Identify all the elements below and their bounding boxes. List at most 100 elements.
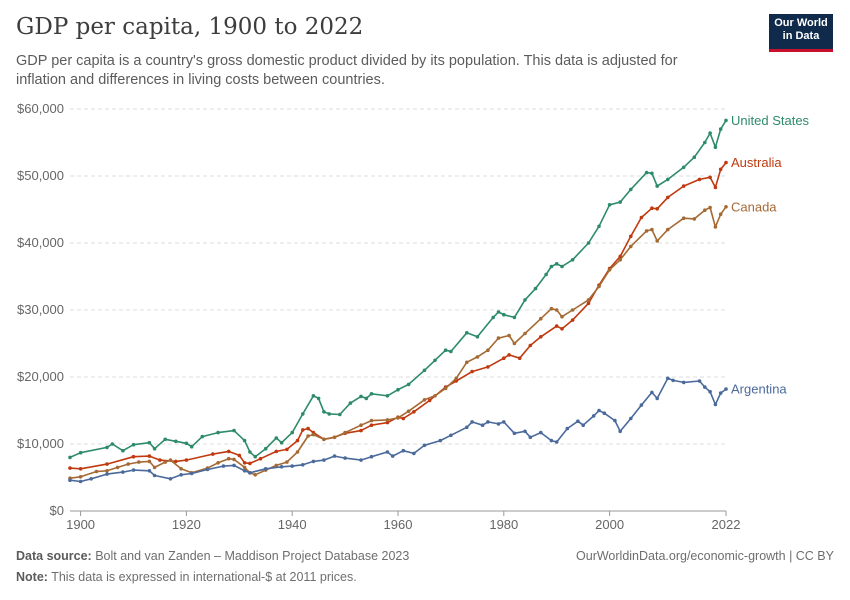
data-point-united-states: [174, 439, 178, 444]
data-point-australia: [306, 426, 310, 431]
note-label: Note:: [16, 570, 48, 584]
data-point-canada: [422, 398, 427, 402]
data-point-argentina: [78, 479, 83, 484]
data-point-canada: [179, 467, 183, 471]
data-point-australia: [412, 410, 416, 414]
data-point-canada: [465, 360, 469, 365]
data-point-canada: [137, 460, 141, 464]
data-point-united-states: [544, 272, 548, 277]
data-point-united-states: [560, 264, 564, 269]
data-point-united-states: [713, 145, 718, 149]
data-point-argentina: [539, 430, 543, 435]
data-point-united-states: [369, 392, 374, 396]
data-point-argentina: [502, 420, 506, 424]
data-point-australia: [158, 458, 162, 462]
data-point-united-states: [433, 358, 437, 363]
data-point-canada: [94, 469, 99, 474]
data-point-argentina: [449, 433, 453, 438]
data-point-united-states: [703, 140, 707, 145]
data-point-canada: [274, 463, 279, 468]
data-point-argentina: [528, 435, 533, 440]
source-note: Data source: Bolt and van Zanden – Maddi…: [16, 549, 409, 563]
data-point-united-states: [443, 348, 448, 353]
data-point-australia: [586, 301, 591, 306]
source-text[interactable]: Bolt and van Zanden – Maddison Project D…: [95, 549, 410, 563]
data-point-canada: [232, 457, 236, 462]
data-point-united-states: [338, 412, 342, 417]
data-point-united-states: [708, 131, 712, 135]
data-point-argentina: [290, 464, 295, 468]
data-point-canada: [692, 217, 697, 221]
data-point-canada: [322, 437, 326, 442]
data-point-argentina: [332, 454, 337, 458]
data-point-australia: [724, 160, 728, 165]
data-point-canada: [650, 227, 654, 232]
data-point-argentina: [713, 402, 718, 407]
data-point-argentina: [597, 408, 601, 413]
data-point-australia: [718, 167, 723, 172]
note-text: This data is expressed in international-…: [51, 570, 357, 584]
data-point-united-states: [496, 310, 501, 314]
data-point-australia: [528, 343, 533, 348]
data-point-argentina: [554, 440, 559, 444]
data-point-argentina: [671, 378, 675, 383]
x-tick-label: 1900: [66, 517, 95, 532]
x-tick-label: 1980: [489, 517, 518, 532]
data-point-argentina: [655, 396, 659, 401]
data-point-canada: [703, 208, 707, 212]
data-point-argentina: [68, 478, 72, 483]
data-point-australia: [681, 184, 686, 188]
data-point-australia: [285, 447, 289, 452]
data-point-argentina: [105, 472, 109, 476]
data-point-australia: [211, 452, 215, 456]
y-tick-label: $0: [50, 503, 64, 518]
data-point-united-states: [607, 203, 612, 207]
data-point-canada: [618, 258, 622, 262]
data-point-canada: [369, 418, 374, 423]
data-point-argentina: [390, 454, 395, 458]
data-point-australia: [369, 423, 374, 428]
data-point-canada: [560, 314, 564, 319]
data-point-united-states: [718, 127, 723, 131]
data-point-canada: [629, 244, 633, 249]
data-point-australia: [486, 365, 490, 369]
data-point-argentina: [412, 451, 416, 456]
data-point-argentina: [311, 459, 316, 464]
data-point-united-states: [189, 444, 194, 449]
data-point-canada: [295, 450, 300, 454]
data-point-canada: [597, 284, 601, 289]
data-point-canada: [549, 306, 554, 311]
y-tick-label: $10,000: [17, 436, 64, 451]
data-point-canada: [713, 225, 718, 229]
data-point-united-states: [629, 187, 633, 192]
data-point-united-states: [681, 165, 686, 170]
data-point-australia: [713, 185, 718, 190]
data-point-australia: [68, 466, 72, 470]
series-label-united-states: United States: [731, 113, 810, 128]
data-point-argentina: [470, 420, 474, 424]
data-point-united-states: [549, 264, 554, 269]
data-point-united-states: [618, 200, 622, 204]
data-point-canada: [681, 216, 686, 220]
data-point-canada: [163, 460, 167, 464]
x-tick-label: 1940: [278, 517, 307, 532]
data-point-argentina: [703, 385, 707, 389]
data-point-argentina: [708, 389, 712, 394]
data-point-united-states: [554, 262, 559, 266]
x-tick-label: 1920: [172, 517, 201, 532]
data-point-australia: [184, 458, 189, 462]
data-point-australia: [554, 324, 559, 328]
data-point-united-states: [385, 394, 390, 398]
data-point-united-states: [364, 396, 369, 401]
data-point-australia: [708, 175, 712, 180]
owid-logo[interactable]: Our World in Data: [769, 14, 833, 52]
data-point-united-states: [274, 436, 279, 440]
data-point-canada: [655, 239, 659, 243]
data-point-canada: [311, 432, 316, 437]
data-point-united-states: [322, 410, 326, 414]
series-label-australia: Australia: [731, 155, 782, 170]
y-tick-label: $50,000: [17, 168, 64, 183]
data-point-canada: [78, 475, 83, 479]
source-url[interactable]: OurWorldinData.org/economic-growth | CC …: [576, 549, 834, 563]
